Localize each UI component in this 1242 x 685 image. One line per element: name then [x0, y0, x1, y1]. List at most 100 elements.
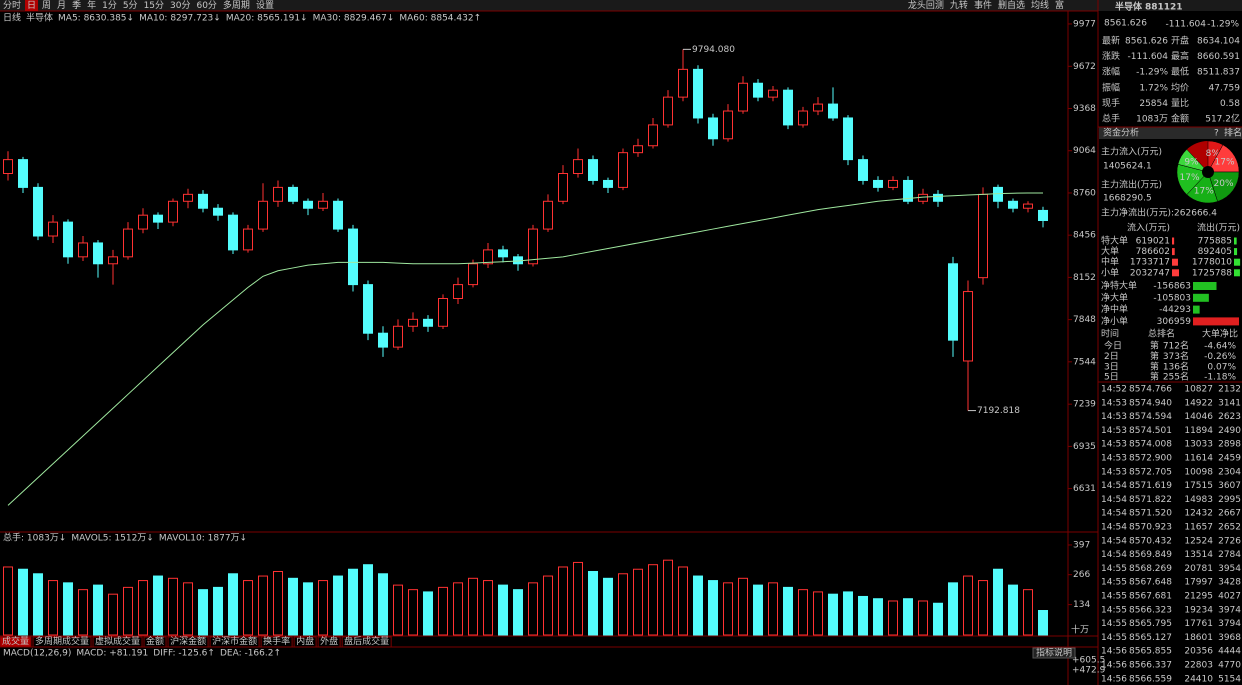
candle-body — [573, 159, 583, 175]
ma-label: MA60: 8854.432↑ — [399, 14, 481, 24]
tab-box — [92, 636, 143, 648]
tool-button[interactable]: 均线 — [1031, 0, 1049, 11]
candle-body — [978, 193, 988, 279]
candle-body — [528, 228, 538, 265]
volume-bar — [168, 577, 178, 636]
candle-body — [378, 332, 388, 348]
tool-button[interactable]: 龙头回测 — [908, 0, 944, 11]
period-tab[interactable]: 5分 — [123, 0, 138, 11]
indicator-tab[interactable]: 多周期成交量 — [35, 635, 89, 647]
indicator-tab[interactable]: 虚拟成交量 — [95, 635, 140, 647]
tick-time: 14:56 — [1101, 661, 1127, 671]
tab-box — [0, 636, 32, 648]
flow-out: 892405 — [1198, 247, 1232, 257]
tab-box — [167, 636, 209, 648]
indicator-tab[interactable]: 盘后成交量 — [344, 635, 389, 647]
net-name: 净特大单 — [1101, 280, 1137, 292]
pie-label: 17% — [1194, 186, 1214, 196]
flow-name: 中单 — [1101, 256, 1119, 268]
candle-body — [318, 200, 328, 209]
funds-rank[interactable]: 排名 — [1224, 127, 1242, 139]
volume-bar — [1008, 584, 1018, 636]
tool-button[interactable]: 富 — [1055, 0, 1064, 11]
tick-count: 3974 — [1218, 605, 1241, 615]
tick-price: 8571.520 — [1129, 509, 1172, 519]
candle-body — [873, 179, 883, 188]
chart-label: 半导体 — [26, 12, 53, 24]
net-name: 净大单 — [1101, 291, 1128, 303]
tick-price: 8565.855 — [1129, 647, 1172, 657]
period-tab[interactable]: 季 — [72, 0, 81, 11]
tick-count: 4444 — [1218, 647, 1241, 657]
tick-price: 8574.501 — [1129, 426, 1172, 436]
indicator-tab[interactable]: 换手率 — [263, 635, 290, 647]
volume-bar — [498, 584, 508, 636]
volume-bar — [18, 568, 28, 636]
tool-button[interactable]: 九转 — [950, 0, 968, 11]
price-axis-label: 7848 — [1073, 315, 1096, 325]
quote-value: 8634.104 — [1197, 37, 1240, 47]
period-tab[interactable]: 周 — [42, 0, 51, 11]
candle-body — [843, 117, 853, 161]
tick-volume: 12524 — [1184, 536, 1213, 546]
tick-time: 14:53 — [1101, 440, 1127, 450]
price-axis-label: 9368 — [1073, 104, 1096, 114]
indicator-tab[interactable]: 沪深金额 — [170, 635, 206, 647]
inflow-value: 1405624.1 — [1103, 162, 1152, 172]
period-tab[interactable]: 月 — [57, 0, 66, 11]
flow-name: 小单 — [1101, 266, 1119, 278]
candle-body — [693, 68, 703, 119]
indicator-help[interactable]: 指标说明 — [1036, 647, 1072, 659]
funds-help[interactable]: ? — [1214, 129, 1219, 139]
tick-volume: 17761 — [1184, 619, 1213, 629]
tick-time: 14:55 — [1101, 578, 1127, 588]
period-tab[interactable]: 多周期 — [223, 0, 250, 11]
indicator-tab[interactable]: 成交量 — [2, 635, 29, 647]
tick-count: 2132 — [1218, 385, 1241, 395]
period-tab[interactable]: 分时 — [3, 0, 21, 11]
volume-bar — [198, 589, 208, 636]
tick-time: 14:53 — [1101, 412, 1127, 422]
price-axis-label: 9977 — [1073, 19, 1096, 29]
tab-box — [317, 636, 341, 648]
volume-bar — [543, 575, 553, 636]
flow-name: 特大单 — [1101, 235, 1128, 247]
period-tab[interactable]: 15分 — [144, 0, 164, 11]
indicator-tab[interactable]: 内盘 — [296, 635, 314, 647]
tool-button[interactable]: 删自选 — [998, 0, 1025, 11]
net-bar — [1193, 282, 1217, 290]
candle-body — [483, 249, 493, 265]
volume-bar — [843, 591, 853, 636]
volume-bar — [273, 571, 283, 636]
volume-bar — [918, 600, 928, 636]
candle-body — [903, 179, 913, 202]
volume-bar — [873, 598, 883, 636]
indicator-tab[interactable]: 金额 — [146, 635, 164, 647]
period-tab[interactable]: 1分 — [102, 0, 117, 11]
period-tab[interactable]: 60分 — [196, 0, 216, 11]
rank-period: 今日 — [1104, 340, 1122, 352]
volume-bar — [618, 573, 628, 636]
tick-time: 14:55 — [1101, 605, 1127, 615]
candle-body — [63, 221, 73, 258]
candle-body — [543, 200, 553, 230]
volume-bar — [303, 582, 313, 636]
price-axis-label: 8760 — [1073, 188, 1096, 198]
period-tab[interactable]: 年 — [87, 0, 96, 11]
indicator-tab[interactable]: 外盘 — [320, 635, 338, 647]
tick-price: 8565.127 — [1129, 633, 1172, 643]
tick-time: 14:55 — [1101, 619, 1127, 629]
tool-button[interactable]: 事件 — [974, 0, 992, 11]
indicator-tab[interactable]: 沪深市金额 — [212, 635, 257, 647]
outflow-label: 主力流出(万元) — [1101, 179, 1162, 191]
net-value: -156863 — [1153, 282, 1191, 292]
period-tab[interactable]: 30分 — [170, 0, 190, 11]
period-tab[interactable]: 设置 — [256, 0, 274, 11]
volume-bar — [588, 571, 598, 636]
volume-bar — [78, 589, 88, 636]
period-tab[interactable]: 日 — [27, 0, 36, 11]
volume-bar — [288, 577, 298, 636]
quote-label: 均价 — [1171, 81, 1189, 93]
candle-body — [243, 228, 253, 251]
